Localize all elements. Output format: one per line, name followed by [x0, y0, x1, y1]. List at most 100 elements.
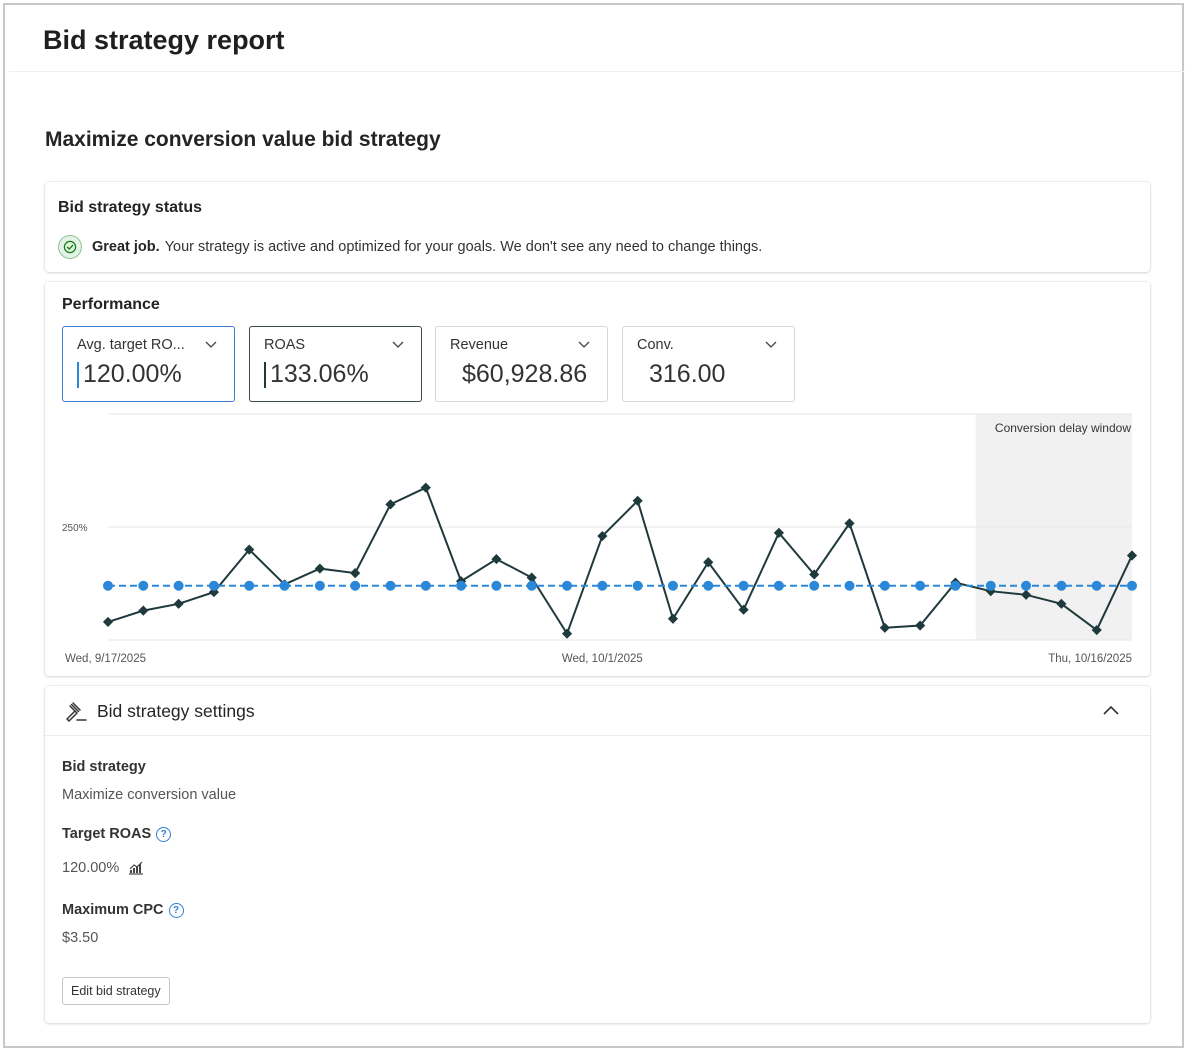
metric-value: 120.00%	[83, 360, 182, 388]
roas-data-point	[561, 628, 573, 639]
target-roas-data-point	[456, 580, 467, 591]
roas-data-point	[138, 605, 149, 616]
metric-label: Revenue	[450, 337, 509, 353]
bid-strategy-settings-card: Bid strategy settings Bid strategy Maxim…	[45, 686, 1150, 1023]
roas-data-point	[314, 563, 325, 574]
target-roas-value-row: 120.00%	[62, 860, 145, 876]
gavel-icon	[66, 702, 87, 722]
roas-series-line	[107, 486, 1133, 636]
roas-data-point	[173, 598, 184, 609]
target-roas-data-point	[208, 580, 219, 591]
check-circle-icon	[58, 235, 82, 259]
target-roas-data-point	[526, 580, 537, 591]
metric-label: Avg. target RO...	[77, 337, 185, 353]
target-roas-data-point	[879, 580, 890, 591]
x-tick-label: Wed, 9/17/2025	[65, 653, 146, 665]
target-roas-data-point	[1091, 580, 1102, 591]
metric-avg-target-roas[interactable]: Avg. target RO... 120.00%	[62, 326, 235, 402]
edit-bid-strategy-button[interactable]: Edit bid strategy	[62, 977, 170, 1005]
x-tick-label: Wed, 10/1/2025	[562, 653, 643, 665]
target-roas-data-point	[1021, 580, 1032, 591]
roas-data-point	[632, 495, 643, 506]
settings-header: Bid strategy settings	[45, 686, 1150, 736]
performance-title: Performance	[62, 296, 160, 313]
title-divider	[9, 71, 1185, 72]
target-roas-data-point	[385, 580, 396, 591]
conversion-delay-label: Conversion delay window	[995, 421, 1131, 435]
target-roas-label-text: Target ROAS	[62, 826, 152, 842]
x-tick-label: Thu, 10/16/2025	[1048, 653, 1132, 665]
target-roas-data-point	[173, 580, 184, 591]
roas-data-point	[491, 554, 502, 565]
target-roas-data-point	[1056, 580, 1067, 591]
metric-value: 316.00	[649, 360, 726, 388]
target-roas-data-point	[420, 580, 431, 591]
target-roas-data-point	[915, 580, 926, 591]
target-roas-data-point	[809, 580, 820, 591]
target-roas-data-point	[314, 580, 325, 591]
bid-strategy-value: Maximize conversion value	[62, 787, 237, 803]
metric-revenue[interactable]: Revenue $60,928.86	[435, 326, 608, 402]
roas-data-point	[350, 568, 361, 579]
metric-value-row: 133.06%	[264, 360, 369, 389]
performance-card: Performance Avg. target RO... 120.00% RO…	[45, 282, 1150, 676]
target-roas-data-point	[844, 580, 855, 591]
metric-label: Conv.	[637, 337, 674, 353]
metric-value-row: 120.00%	[77, 360, 182, 389]
status-card-title: Bid strategy status	[58, 199, 203, 216]
portfolio-chart-icon[interactable]	[127, 860, 145, 876]
metric-roas[interactable]: ROAS 133.06%	[249, 326, 422, 402]
roas-data-point	[597, 530, 608, 542]
maximum-cpc-label: Maximum CPC ?	[62, 902, 184, 918]
metric-conversions[interactable]: Conv. 316.00	[622, 326, 795, 402]
target-roas-data-point	[491, 580, 502, 591]
target-roas-data-point	[103, 580, 113, 591]
target-roas-data-point	[950, 580, 961, 591]
maximum-cpc-value: $3.50	[62, 930, 99, 946]
target-roas-data-point	[773, 580, 784, 591]
target-roas-value: 120.00%	[62, 860, 120, 876]
target-roas-label: Target ROAS ?	[62, 826, 172, 842]
help-icon[interactable]: ?	[156, 826, 172, 842]
target-roas-data-point	[738, 580, 749, 591]
settings-title: Bid strategy settings	[97, 701, 255, 721]
performance-chart: Conversion delay window 250% Wed, 9/17/202…	[62, 413, 1138, 665]
series-marker-icon	[77, 361, 79, 388]
roas-data-point	[667, 613, 679, 624]
target-roas-data-point	[667, 580, 678, 591]
roas-data-point	[102, 616, 114, 628]
report-frame: Bid strategy report Maximize conversion …	[3, 3, 1185, 1048]
status-strong-text: Great job.	[92, 239, 160, 255]
chevron-down-icon[interactable]	[391, 337, 405, 351]
target-roas-data-point	[597, 580, 608, 591]
roas-data-point	[915, 620, 926, 631]
bid-strategy-label: Bid strategy	[62, 759, 146, 775]
roas-data-point	[879, 622, 890, 633]
status-message: Your strategy is active and optimized fo…	[164, 239, 763, 255]
roas-data-point	[244, 544, 255, 555]
section-title: Maximize conversion value bid strategy	[45, 128, 441, 151]
roas-data-point	[385, 499, 396, 510]
target-roas-data-point	[985, 580, 996, 591]
target-roas-data-point	[703, 580, 714, 591]
target-roas-data-point	[562, 580, 573, 591]
metric-value: $60,928.86	[462, 360, 588, 388]
metric-label: ROAS	[264, 337, 306, 353]
chevron-down-icon[interactable]	[764, 337, 778, 351]
chevron-up-icon[interactable]	[1100, 700, 1122, 722]
roas-data-point	[526, 572, 537, 583]
page-title: Bid strategy report	[43, 25, 285, 55]
help-icon[interactable]: ?	[168, 902, 184, 918]
status-message-row: Great job. Your strategy is active and o…	[58, 235, 762, 259]
maximum-cpc-label-text: Maximum CPC	[62, 902, 164, 918]
target-roas-data-point	[138, 580, 149, 591]
target-roas-data-point	[1127, 580, 1137, 591]
target-roas-data-point	[279, 580, 290, 591]
chevron-down-icon[interactable]	[204, 337, 218, 351]
metric-value: 133.06%	[270, 360, 369, 388]
target-roas-data-point	[244, 580, 255, 591]
series-marker-icon	[264, 361, 266, 388]
y-tick-label: 250%	[62, 523, 88, 534]
chevron-down-icon[interactable]	[577, 337, 591, 351]
target-roas-data-point	[632, 580, 643, 591]
